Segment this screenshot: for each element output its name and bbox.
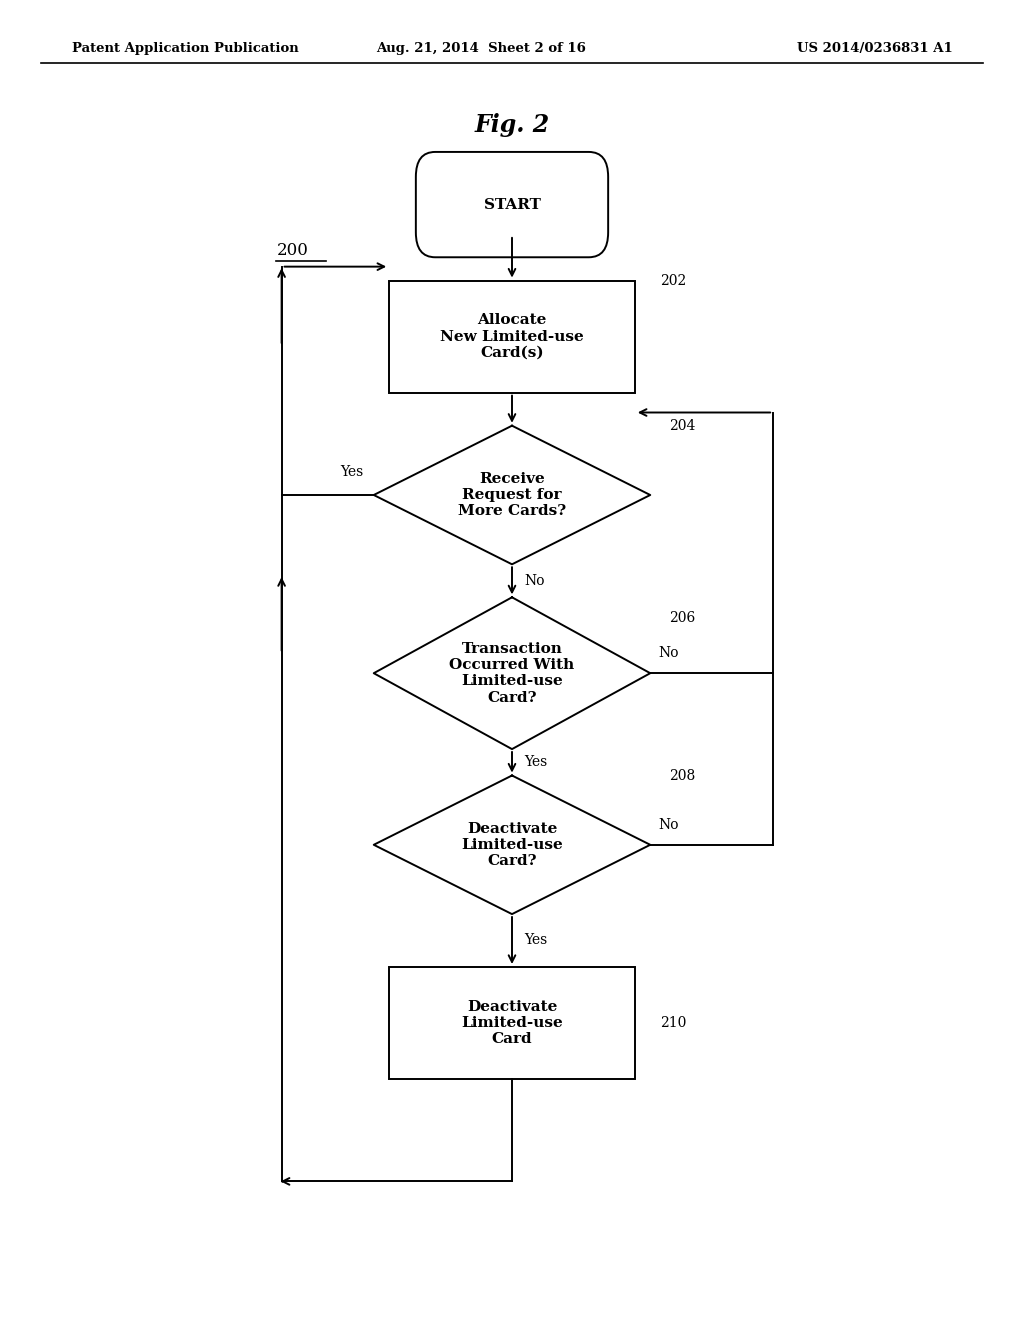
Polygon shape <box>374 425 650 565</box>
Text: START: START <box>483 198 541 211</box>
Text: 200: 200 <box>276 243 308 259</box>
Text: 208: 208 <box>669 768 695 783</box>
Text: US 2014/0236831 A1: US 2014/0236831 A1 <box>797 42 952 55</box>
Polygon shape <box>374 597 650 750</box>
Text: Yes: Yes <box>524 933 548 948</box>
Text: Aug. 21, 2014  Sheet 2 of 16: Aug. 21, 2014 Sheet 2 of 16 <box>377 42 586 55</box>
Text: 206: 206 <box>669 610 695 624</box>
Text: Yes: Yes <box>340 465 364 479</box>
Text: Patent Application Publication: Patent Application Publication <box>72 42 298 55</box>
FancyBboxPatch shape <box>416 152 608 257</box>
Text: Receive
Request for
More Cards?: Receive Request for More Cards? <box>458 471 566 519</box>
Text: 204: 204 <box>669 420 695 433</box>
Text: 202: 202 <box>660 275 687 288</box>
Bar <box>389 281 635 393</box>
Text: No: No <box>658 645 679 660</box>
Text: No: No <box>524 574 545 587</box>
Text: 210: 210 <box>660 1016 687 1030</box>
Text: No: No <box>658 817 679 832</box>
Bar <box>389 966 635 1080</box>
Text: Transaction
Occurred With
Limited-use
Card?: Transaction Occurred With Limited-use Ca… <box>450 642 574 705</box>
Text: Deactivate
Limited-use
Card?: Deactivate Limited-use Card? <box>461 821 563 869</box>
Text: Fig. 2: Fig. 2 <box>474 114 550 137</box>
Text: Yes: Yes <box>524 755 548 770</box>
Text: Deactivate
Limited-use
Card: Deactivate Limited-use Card <box>461 999 563 1047</box>
Polygon shape <box>374 776 650 913</box>
Text: Allocate
New Limited-use
Card(s): Allocate New Limited-use Card(s) <box>440 313 584 360</box>
